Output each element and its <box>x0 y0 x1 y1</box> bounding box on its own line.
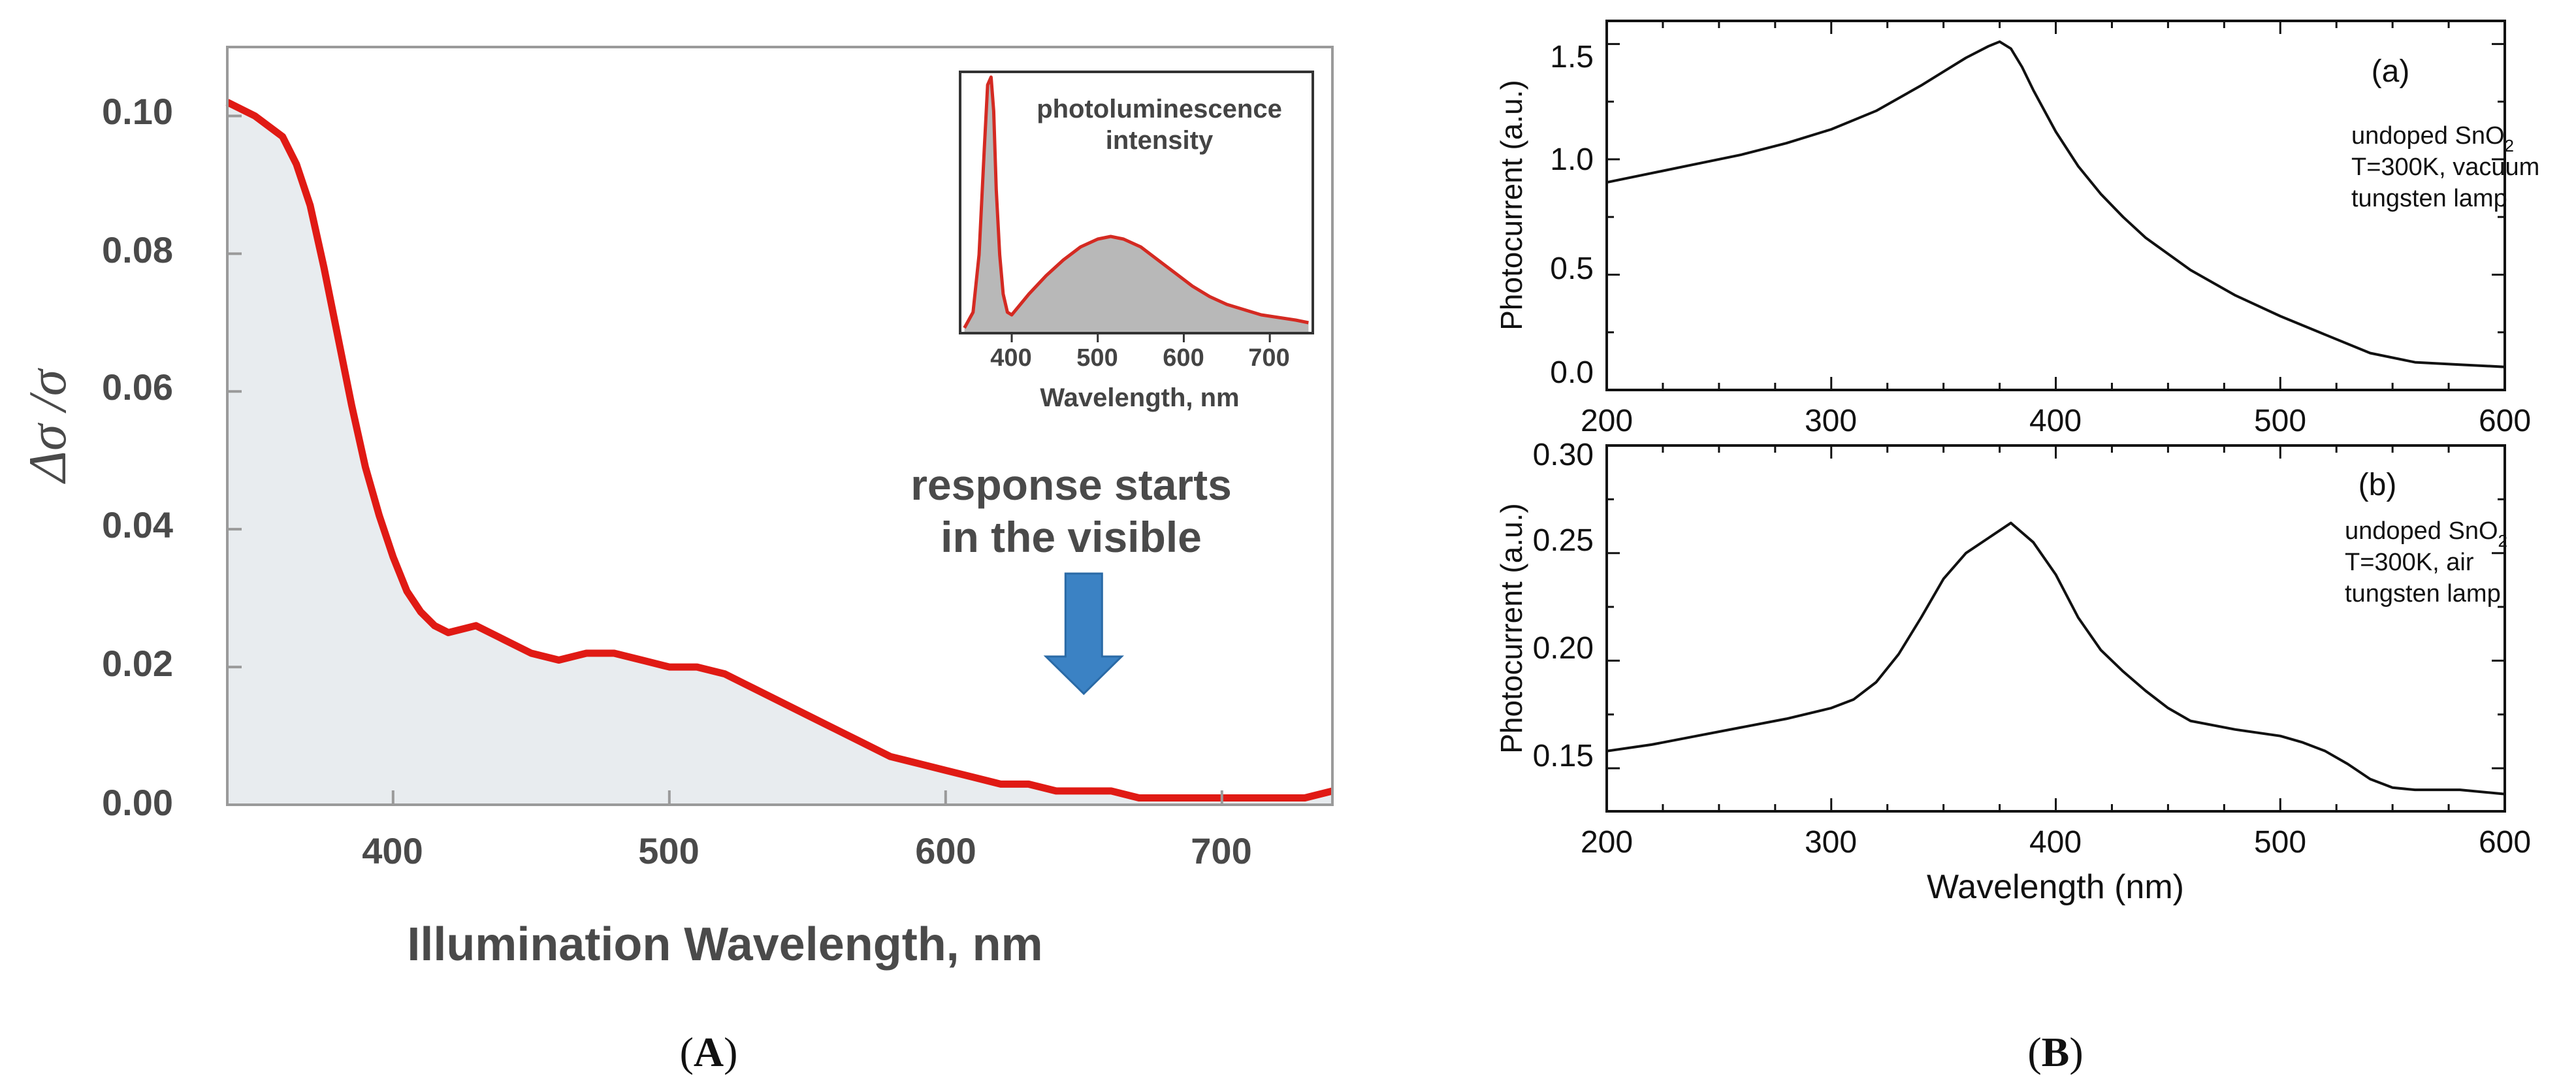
panel-b-top-xtick-label: 500 <box>2254 404 2306 438</box>
panel-b-bottom-tag: (b) <box>2359 468 2397 502</box>
panel-a-area-fill <box>227 102 1332 805</box>
inset-xtick-label: 700 <box>1248 344 1289 372</box>
panel-a-xtick-label: 500 <box>638 830 699 871</box>
panel-b-bottom-ytick-label: 0.20 <box>1533 631 1594 666</box>
panel-b-top-legend-line3: tungsten lamp <box>2351 185 2507 212</box>
panel-b-top-ytick-label: 1.0 <box>1550 142 1594 177</box>
panel-a-ytick-label: 0.08 <box>102 229 173 270</box>
panel-b-top-tag: (a) <box>2372 54 2410 89</box>
panel-b-bottom-xtick-label: 500 <box>2254 825 2306 860</box>
panel-b-bottom-legend-line1: undoped SnO2 <box>2345 517 2507 551</box>
inset-xaxis-title: Wavelength, nm <box>1040 383 1239 412</box>
panel-b-bottom-xtick-label: 400 <box>2029 825 2082 860</box>
panel-b-top-xtick-label: 300 <box>1805 404 1857 438</box>
panel-b-top-xtick-label: 200 <box>1581 404 1633 438</box>
panel-a-inset: photoluminescence intensity 400 500 600 … <box>959 71 1314 412</box>
panel-a-annotation-line2: in the visible <box>941 513 1202 561</box>
panel-b-top-ytick-label: 0.5 <box>1550 251 1594 286</box>
panel-a-ytick-label: 0.02 <box>102 643 173 684</box>
inset-title-line2: intensity <box>1106 126 1214 155</box>
panel-a-ticks <box>227 114 1223 806</box>
panel-b-bottom-yaxis-title: Photocurrent (a.u.) <box>1494 503 1528 754</box>
inset-area-fill <box>964 77 1309 333</box>
panel-b-top-legend-line1: undoped SnO2 <box>2351 122 2514 155</box>
panel-a-chart: 0.00 0.02 0.04 0.06 0.08 0.10 400 500 60… <box>18 46 1334 971</box>
panel-b-top-xtick-label: 400 <box>2029 404 2082 438</box>
panel-b-top-yaxis-title: Photocurrent (a.u.) <box>1494 80 1528 331</box>
panel-b-bottom-ytick-label: 0.30 <box>1533 438 1594 472</box>
panel-b-bottom-ytick-label: 0.15 <box>1533 739 1594 773</box>
panel-a-ytick-label: 0.04 <box>102 504 173 545</box>
inset-frame <box>959 71 1314 334</box>
panel-b-bottom-chart: 0.15 0.20 0.25 0.30 200 300 400 500 600 … <box>1494 438 2531 906</box>
panel-b-top-xtick-label: 600 <box>2479 404 2531 438</box>
panel-b-top-legend-line2: T=300K, vacuum <box>2351 154 2539 181</box>
inset-title-line1: photoluminescence <box>1037 95 1282 123</box>
inset-xtick-label: 500 <box>1076 344 1118 372</box>
panel-b-top-ticks <box>1605 21 2506 391</box>
panel-a-ytick-label: 0.10 <box>102 91 173 132</box>
panel-a-xtick-label: 400 <box>362 830 423 871</box>
panel-a-ytick-label: 0.06 <box>102 366 173 408</box>
panel-a-xtick-label: 700 <box>1191 830 1251 871</box>
panel-a-xaxis-title: Illumination Wavelength, nm <box>407 918 1042 971</box>
panel-b-bottom-legend-line3: tungsten lamp <box>2345 580 2501 607</box>
inset-xtick-label: 400 <box>990 344 1031 372</box>
panel-a-ytick-label: 0.00 <box>102 782 173 823</box>
panel-b-bottom-xtick-label: 300 <box>1805 825 1857 860</box>
panel-b-label: (B) <box>2027 1029 2083 1075</box>
panel-a-annotation-arrow <box>1043 572 1124 696</box>
panel-b-top-chart: 0.0 0.5 1.0 1.5 200 300 400 500 600 Phot… <box>1494 20 2539 438</box>
panel-b-bottom-legend-line2: T=300K, air <box>2345 549 2474 576</box>
panel-b-bottom-ytick-label: 0.25 <box>1533 523 1594 558</box>
panel-a-annotation-line1: response starts <box>910 461 1232 509</box>
panel-a-series-line <box>225 99 1334 802</box>
panel-b-top-series-line <box>1606 40 2505 368</box>
inset-xtick-label: 600 <box>1163 344 1204 372</box>
inset-series-line <box>963 75 1309 329</box>
panel-a-yaxis-title: Δσ /σ <box>18 367 77 484</box>
panel-b-xaxis-title: Wavelength (nm) <box>1927 868 2184 906</box>
panel-b-bottom-ticks <box>1605 444 2506 811</box>
panel-a-xtick-label: 600 <box>915 830 976 871</box>
panel-b-bottom-series-line <box>1606 521 2505 796</box>
panel-b-top-ytick-label: 1.5 <box>1550 40 1594 74</box>
inset-ticks <box>1010 333 1271 342</box>
panel-b-top-ytick-label: 0.0 <box>1550 355 1594 390</box>
panel-b-bottom-xtick-label: 600 <box>2479 825 2531 860</box>
panel-a-plot-frame <box>226 46 1334 806</box>
panel-a-label: (A) <box>680 1029 738 1075</box>
panel-b-bottom-xtick-label: 200 <box>1581 825 1633 860</box>
